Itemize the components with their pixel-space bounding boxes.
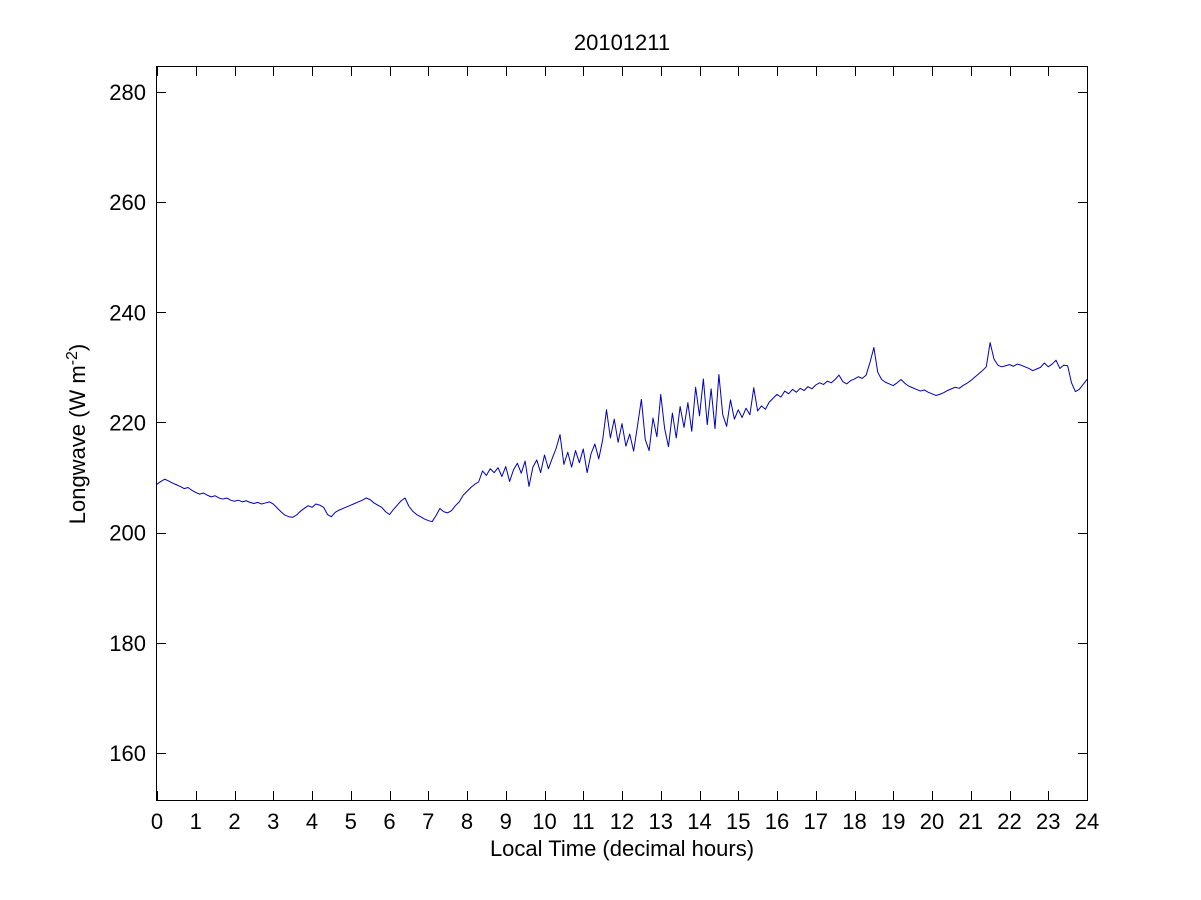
y-tick-label: 240: [109, 300, 146, 325]
x-tick-label: 6: [383, 809, 395, 834]
x-tick-label: 0: [151, 809, 163, 834]
x-axis-label: Local Time (decimal hours): [489, 836, 755, 861]
y-axis-label: Longwave (W m-2): [64, 343, 91, 525]
y-axis-label-superscript: -2: [64, 351, 81, 366]
x-tick-label: 5: [345, 809, 357, 834]
y-axis-label-main: Longwave (W m: [65, 365, 90, 525]
x-tick-label: 7: [422, 809, 434, 834]
axes-box: [156, 66, 1088, 801]
x-tick-label: 10: [532, 809, 556, 834]
y-tick-label: 180: [109, 631, 146, 656]
x-tick-label: 18: [842, 809, 866, 834]
x-tick-label: 22: [997, 809, 1021, 834]
x-tick-label: 19: [881, 809, 905, 834]
x-tick-label: 24: [1075, 809, 1099, 834]
y-tick-label: 160: [109, 741, 146, 766]
x-tick-label: 17: [804, 809, 828, 834]
y-tick-label: 280: [109, 80, 146, 105]
x-tick-label: 23: [1036, 809, 1060, 834]
x-tick-label: 20: [920, 809, 944, 834]
x-tick-label: 12: [610, 809, 634, 834]
chart-title: 20101211: [573, 30, 671, 55]
x-tick-label: 11: [572, 809, 595, 834]
x-tick-label: 4: [306, 809, 318, 834]
x-tick-label: 16: [765, 809, 789, 834]
x-tick-label: 15: [726, 809, 750, 834]
x-tick-label: 13: [649, 809, 673, 834]
x-tick-label: 2: [228, 809, 240, 834]
x-tick-label: 8: [461, 809, 473, 834]
y-tick-label: 260: [109, 190, 146, 215]
x-tick-label: 1: [190, 809, 202, 834]
y-tick-label: 200: [109, 521, 146, 546]
x-tick-label: 14: [687, 809, 711, 834]
y-tick-label: 220: [109, 410, 146, 435]
data-line: [156, 342, 1088, 523]
y-axis-label-end: ): [65, 343, 90, 352]
x-tick-label: 21: [959, 809, 983, 834]
x-tick-label: 3: [267, 809, 279, 834]
x-tick-label: 9: [500, 809, 512, 834]
